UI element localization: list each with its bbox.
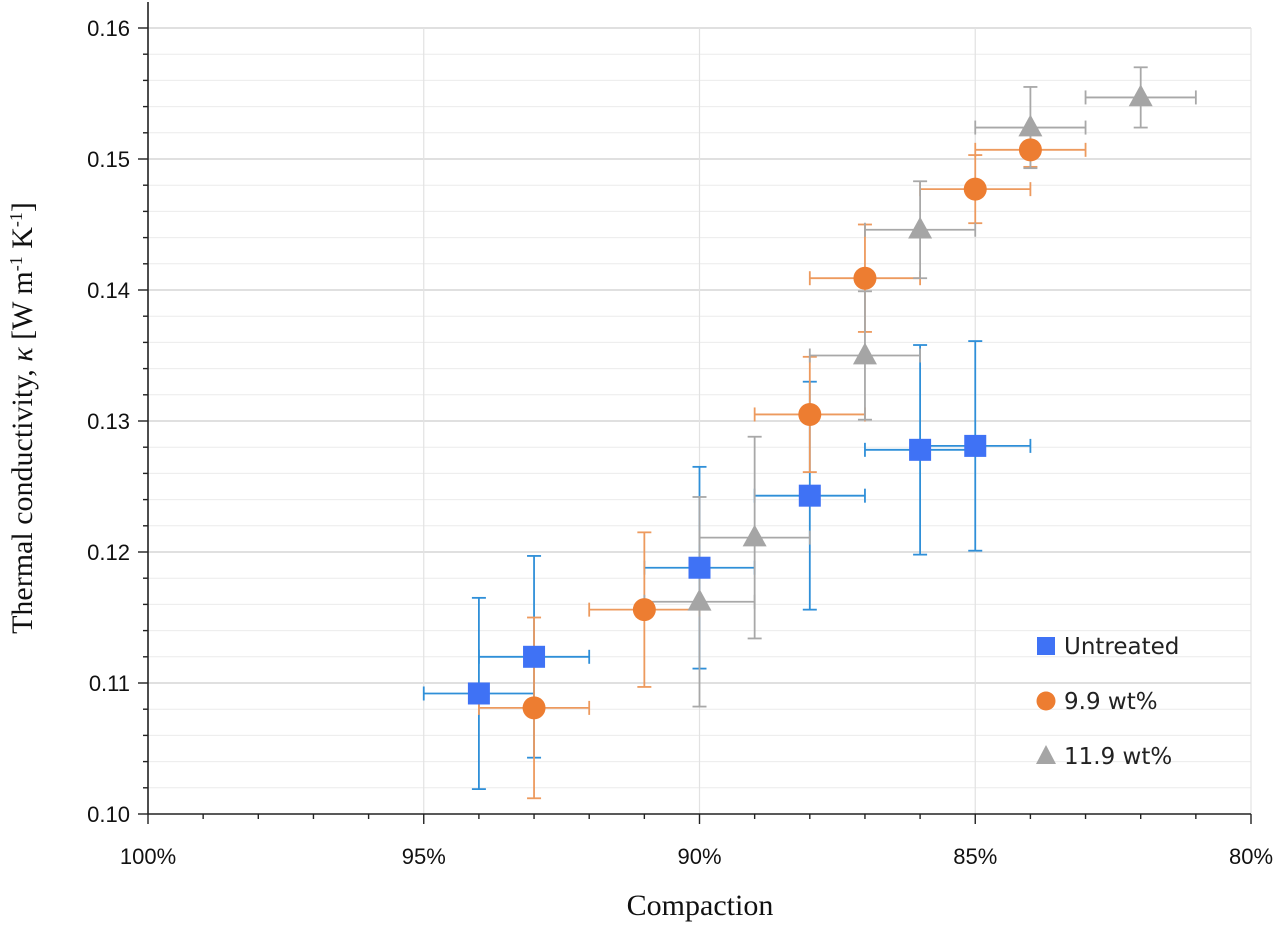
- markers-square: [467, 434, 987, 705]
- y-tick-labels: 0.10 0.11 0.12 0.13 0.14 0.15 0.16: [87, 16, 130, 827]
- data-point-triangle: [1018, 114, 1043, 137]
- data-point-square: [909, 438, 932, 461]
- data-point-triangle: [908, 216, 933, 239]
- legend: Untreated 9.9 wt% 11.9 wt%: [1036, 634, 1179, 770]
- y-axis-title-kappa: κ: [6, 347, 39, 362]
- y-tick-label: 0.12: [87, 540, 130, 565]
- y-tick-label: 0.15: [87, 147, 130, 172]
- error-bars-circle: [477, 131, 1087, 800]
- y-tick-label: 0.11: [89, 671, 130, 696]
- data-point-circle: [632, 598, 656, 622]
- markers-triangle: [687, 84, 1153, 611]
- y-axis-title-exp1: -1: [6, 256, 26, 271]
- y-tick-label: 0.10: [87, 802, 130, 827]
- x-tick-label: 95%: [402, 844, 446, 869]
- data-point-circle: [963, 177, 987, 201]
- error-bars-square: [422, 340, 1032, 791]
- data-point-circle: [798, 402, 822, 426]
- data-point-circle: [853, 266, 877, 290]
- x-axis-title: Compaction: [627, 889, 774, 922]
- x-tick-label: 100%: [120, 844, 176, 869]
- data-point-square: [964, 434, 987, 457]
- y-tick-label: 0.16: [87, 16, 130, 41]
- data-point-square: [523, 645, 546, 668]
- data-point-square: [467, 682, 490, 705]
- y-tick-label: 0.13: [87, 409, 130, 434]
- legend-marker-circle: [1036, 691, 1056, 711]
- x-tick-labels: 100% 95% 90% 85% 80%: [120, 844, 1273, 869]
- legend-entry: 9.9 wt%: [1036, 689, 1158, 715]
- markers-circle: [522, 138, 1042, 720]
- legend-entry: 11.9 wt%: [1036, 744, 1172, 770]
- y-axis-title-text: Thermal conductivity,: [6, 362, 39, 634]
- data-point-triangle: [852, 342, 877, 365]
- y-axis-title-exp2: -1: [6, 212, 26, 227]
- data-markers: [467, 84, 1153, 720]
- x-tick-label: 80%: [1229, 844, 1273, 869]
- data-point-triangle: [687, 588, 712, 611]
- data-point-square: [798, 484, 821, 507]
- y-axis-title: Thermal conductivity, κ [W m-1 K-1]: [6, 202, 39, 634]
- data-point-square: [688, 556, 711, 579]
- y-axis-title-unit-w: [W m: [6, 271, 39, 347]
- axes: [138, 2, 1252, 824]
- legend-label: 9.9 wt%: [1064, 689, 1158, 715]
- data-point-circle: [1018, 138, 1042, 162]
- y-axis-title-unit-k: K: [6, 227, 39, 257]
- legend-label: 11.9 wt%: [1064, 744, 1172, 770]
- legend-marker-square: [1037, 637, 1055, 655]
- data-point-circle: [522, 696, 546, 720]
- x-tick-label: 85%: [953, 844, 997, 869]
- y-tick-label: 0.14: [87, 278, 130, 303]
- data-point-triangle: [1128, 84, 1153, 107]
- legend-label: Untreated: [1064, 634, 1179, 660]
- data-point-triangle: [742, 524, 767, 547]
- y-axis-title-close: ]: [6, 202, 39, 212]
- legend-marker-triangle: [1036, 745, 1056, 764]
- legend-entry: Untreated: [1037, 634, 1179, 660]
- x-tick-label: 90%: [677, 844, 721, 869]
